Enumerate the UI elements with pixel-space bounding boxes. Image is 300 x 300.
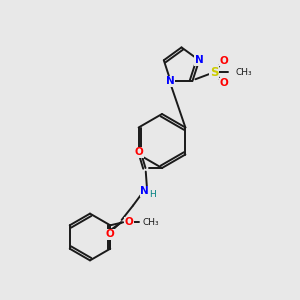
Text: O: O	[134, 147, 143, 158]
Text: O: O	[125, 217, 134, 227]
Text: N: N	[166, 76, 175, 86]
Text: CH₃: CH₃	[142, 218, 159, 227]
Text: N: N	[140, 186, 149, 196]
Text: O: O	[219, 56, 228, 66]
Text: N: N	[195, 55, 204, 65]
Text: O: O	[106, 229, 115, 239]
Text: H: H	[149, 190, 156, 199]
Text: S: S	[210, 65, 218, 79]
Text: O: O	[219, 78, 228, 88]
Text: CH₃: CH₃	[236, 68, 253, 76]
